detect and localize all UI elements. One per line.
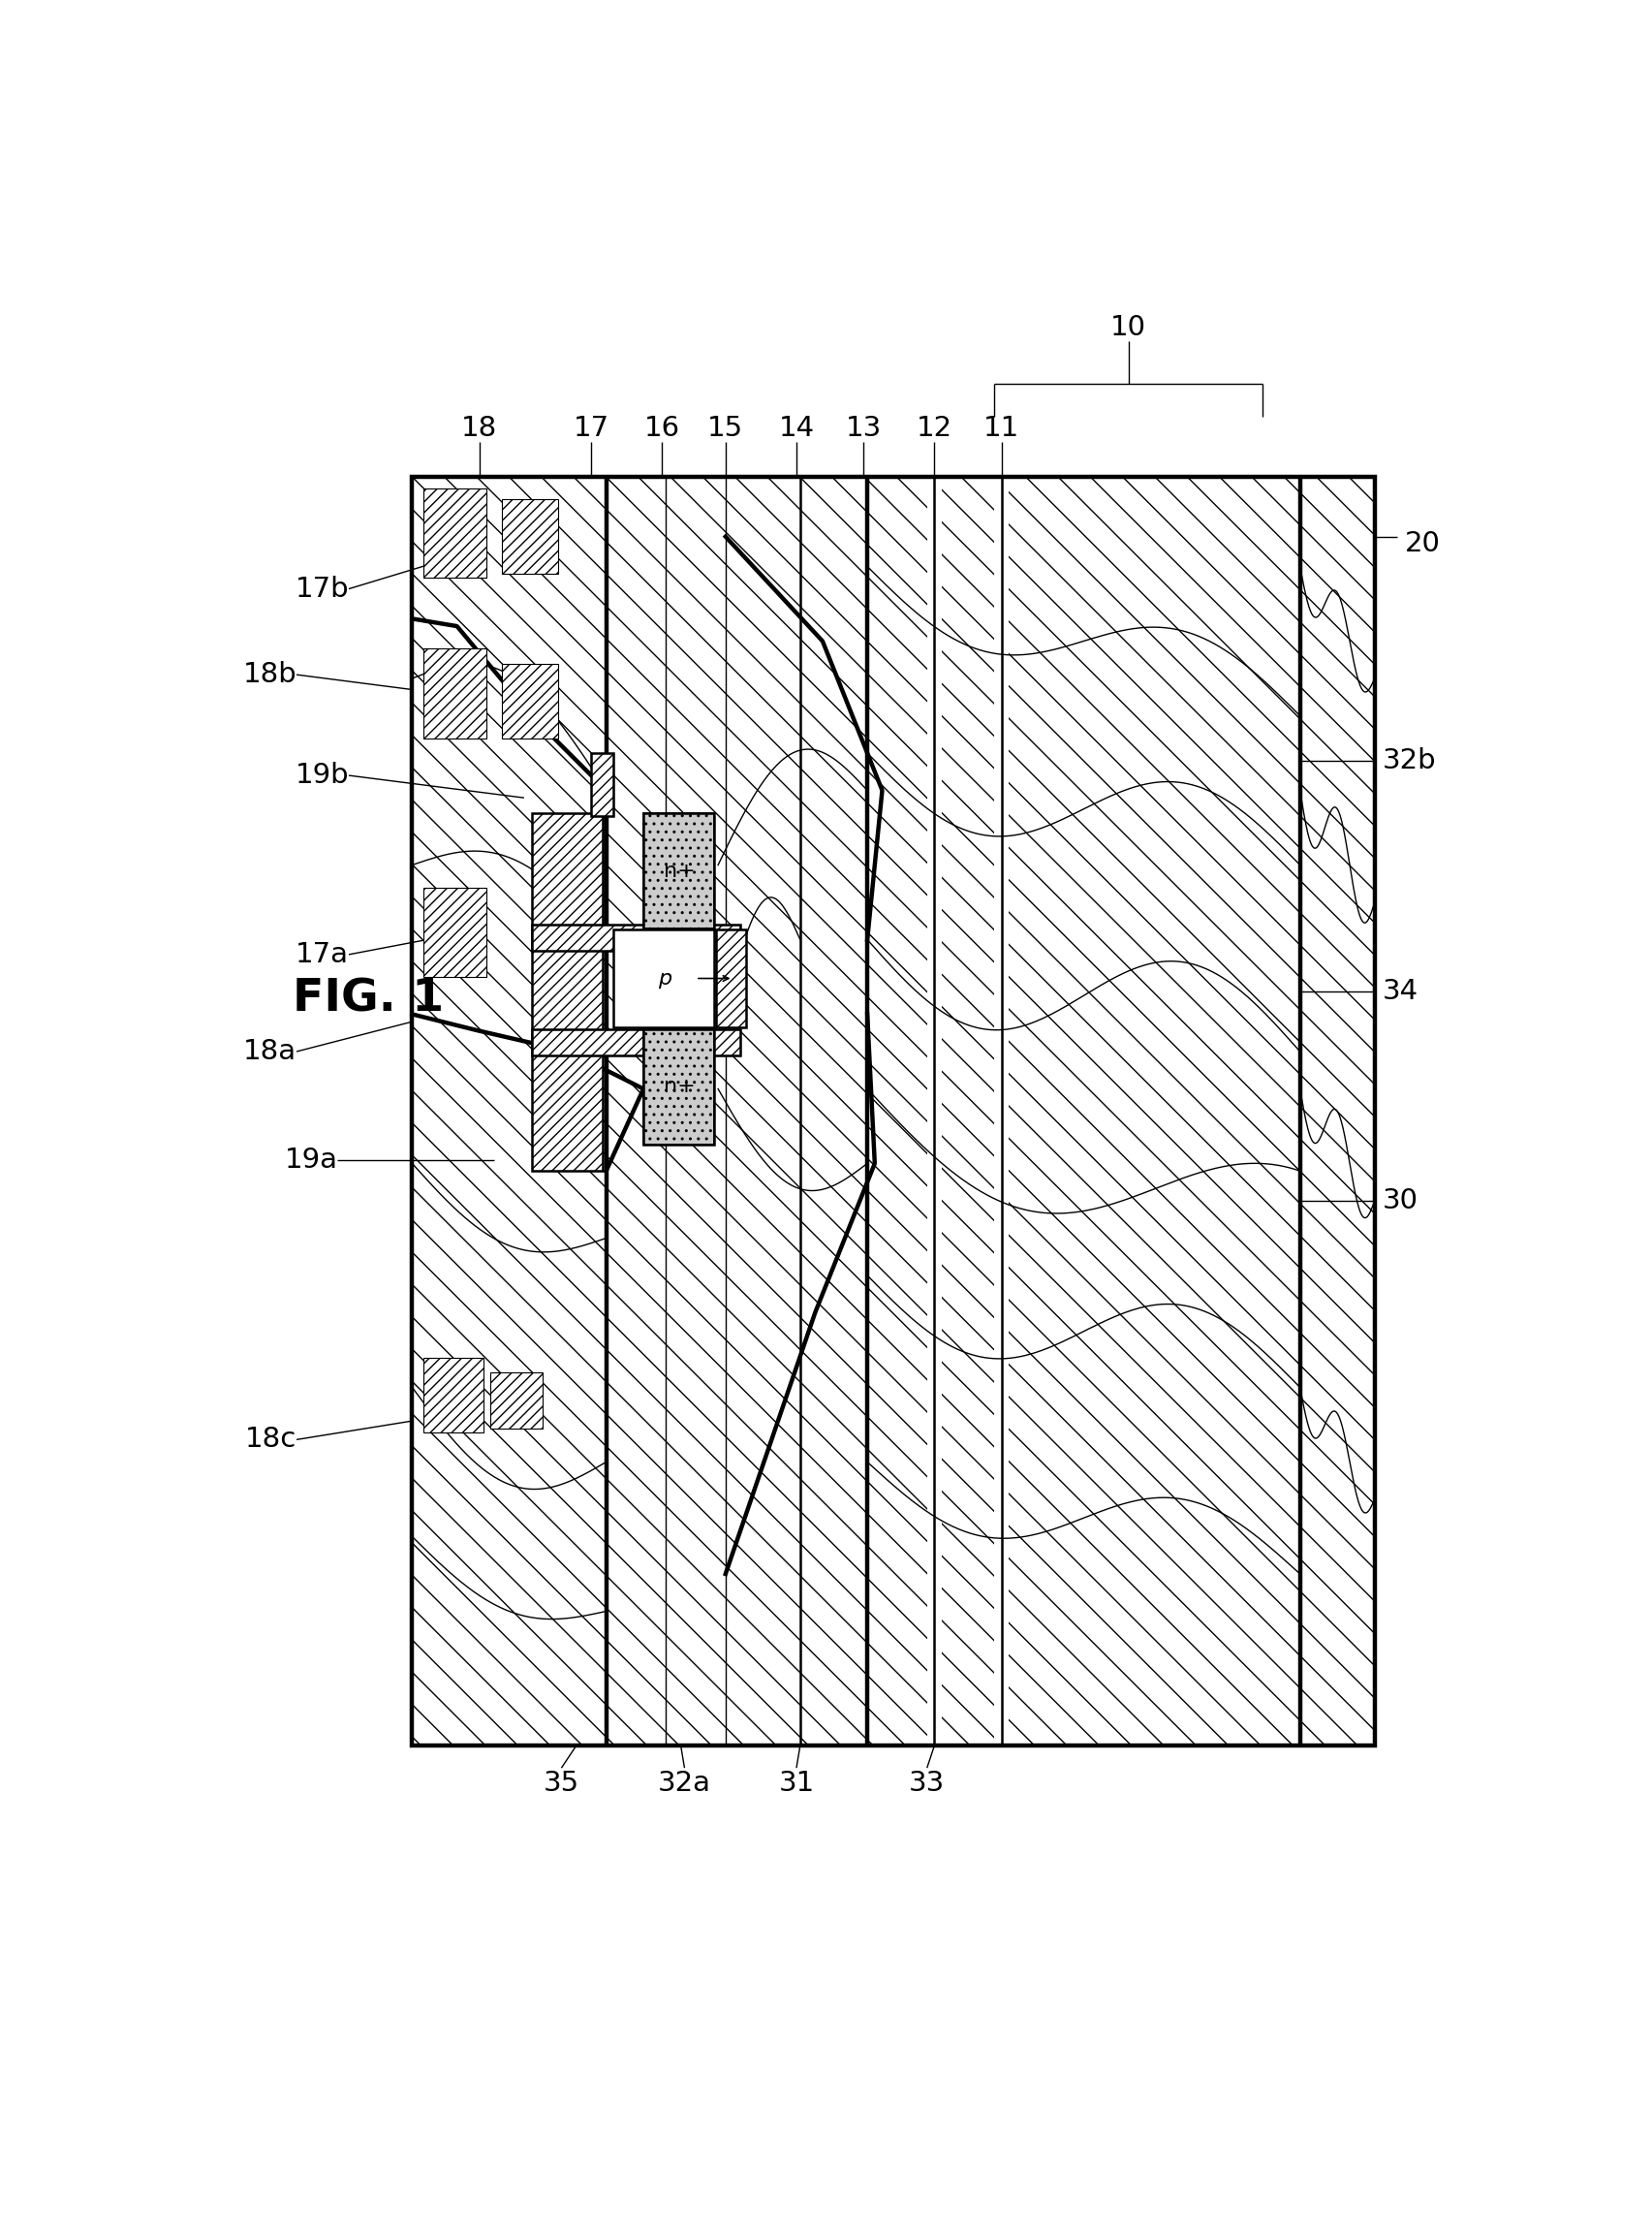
Text: 32a: 32a — [657, 1769, 710, 1798]
Bar — [532, 1029, 740, 1056]
Bar — [532, 924, 740, 951]
Text: 32b: 32b — [1381, 746, 1436, 775]
Text: 17a: 17a — [296, 940, 349, 969]
Bar — [502, 663, 557, 739]
Bar — [532, 813, 601, 1170]
Text: 14: 14 — [778, 415, 814, 442]
Text: 12: 12 — [915, 415, 952, 442]
Text: 10: 10 — [1110, 315, 1146, 342]
Bar — [1298, 478, 1374, 1746]
Text: 17b: 17b — [294, 576, 349, 603]
Bar — [643, 1029, 714, 1146]
Bar — [502, 500, 557, 574]
Bar — [411, 478, 1298, 1746]
Text: FIG. 1: FIG. 1 — [292, 978, 444, 1020]
Bar — [532, 813, 601, 1170]
Bar — [491, 1373, 542, 1429]
Bar — [993, 478, 1008, 1746]
Bar — [591, 753, 613, 817]
Bar — [927, 478, 942, 1746]
Bar — [532, 1029, 740, 1056]
Text: 18: 18 — [461, 415, 497, 442]
Bar — [411, 478, 1374, 1746]
Text: 20: 20 — [1404, 531, 1439, 558]
Text: 11: 11 — [983, 415, 1019, 442]
Text: p: p — [657, 969, 671, 987]
Text: 31: 31 — [778, 1769, 814, 1798]
Text: 34: 34 — [1381, 978, 1417, 1005]
Bar — [643, 813, 714, 929]
Bar — [715, 929, 745, 1027]
Text: 15: 15 — [707, 415, 743, 442]
Text: 18a: 18a — [243, 1038, 296, 1065]
Text: 33: 33 — [909, 1769, 945, 1798]
Bar — [613, 929, 714, 1027]
Bar — [643, 813, 714, 929]
Text: 16: 16 — [644, 415, 679, 442]
Bar — [423, 1358, 482, 1431]
Text: 30: 30 — [1381, 1188, 1417, 1215]
Text: 17: 17 — [573, 415, 610, 442]
Text: 18b: 18b — [243, 661, 296, 688]
Bar — [643, 1029, 714, 1146]
Text: 18c: 18c — [244, 1427, 296, 1454]
Text: 35: 35 — [544, 1769, 580, 1798]
Text: 19a: 19a — [284, 1146, 337, 1172]
Text: n+: n+ — [662, 862, 695, 880]
Bar — [532, 924, 740, 951]
Bar — [423, 648, 486, 739]
Bar — [423, 489, 486, 578]
Text: n+: n+ — [662, 1076, 695, 1096]
Text: 19b: 19b — [294, 761, 349, 788]
Text: 13: 13 — [846, 415, 881, 442]
Bar — [423, 887, 486, 976]
Bar — [715, 929, 745, 1027]
Bar — [591, 753, 613, 817]
